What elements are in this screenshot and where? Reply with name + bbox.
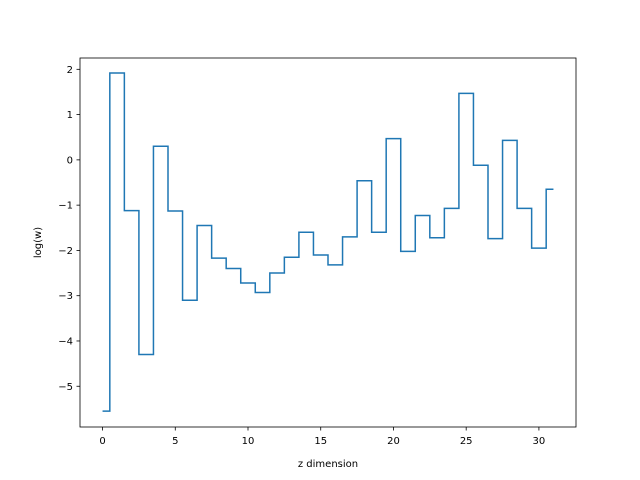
- y-tick-label: 0: [67, 155, 73, 166]
- y-tick-label: −2: [58, 246, 73, 257]
- y-tick-label: 1: [67, 110, 73, 121]
- y-axis-ticks: 2 1 0 −1 −2 −3 −4 −5: [58, 65, 80, 393]
- y-tick-label: −3: [58, 291, 73, 302]
- y-tick-label: −1: [58, 201, 73, 212]
- plot-area: [102, 72, 554, 412]
- y-tick-label: −4: [58, 336, 73, 347]
- x-tick-label: 20: [387, 436, 400, 447]
- x-axis-label: z dimension: [298, 459, 358, 470]
- x-tick-label: 10: [242, 436, 255, 447]
- x-tick-label: 5: [172, 436, 178, 447]
- x-axis-ticks: 0 5 10 15 20 25 30: [99, 427, 545, 447]
- x-tick-label: 0: [99, 436, 105, 447]
- y-tick-label: −5: [58, 382, 73, 393]
- y-tick-label: 2: [67, 65, 73, 76]
- y-axis-label: log(w): [33, 227, 44, 258]
- x-tick-label: 25: [460, 436, 473, 447]
- axes-frame: [79, 57, 577, 428]
- series-line: [102, 72, 554, 412]
- x-tick-label: 30: [533, 436, 546, 447]
- x-tick-label: 15: [314, 436, 327, 447]
